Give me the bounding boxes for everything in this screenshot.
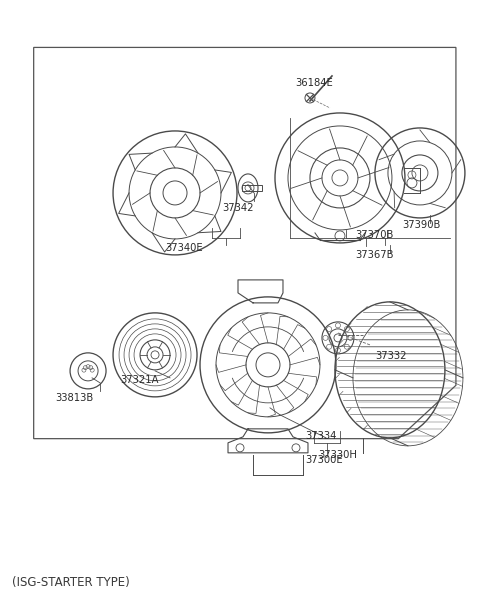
Text: 37321A: 37321A (120, 375, 158, 385)
Text: 37300E: 37300E (305, 455, 343, 465)
Text: 37332: 37332 (375, 351, 407, 361)
Text: 37390B: 37390B (402, 220, 440, 230)
Text: 33813B: 33813B (55, 393, 93, 403)
Text: (ISG-STARTER TYPE): (ISG-STARTER TYPE) (12, 576, 130, 589)
Text: 37342: 37342 (222, 203, 253, 213)
Text: 37340E: 37340E (165, 243, 203, 253)
Text: 37330H: 37330H (318, 450, 357, 460)
Text: 37370B: 37370B (355, 230, 393, 240)
Text: 37367B: 37367B (355, 250, 394, 260)
Text: 37334: 37334 (305, 431, 336, 441)
Text: 36184E: 36184E (295, 78, 333, 88)
